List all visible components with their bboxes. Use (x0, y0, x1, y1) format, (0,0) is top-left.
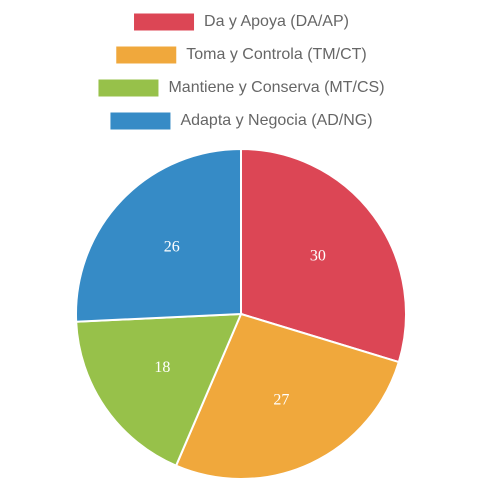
legend-label: Da y Apoya (DA/AP) (204, 13, 349, 30)
pie-slice (75, 312, 243, 468)
value-label: 26 (164, 239, 180, 256)
pie-slice (75, 147, 242, 323)
legend-label: Adapta y Negocia (AD/NG) (180, 112, 372, 129)
value-label: 18 (154, 359, 170, 376)
pie-slice (240, 147, 407, 364)
value-label: 30 (310, 248, 326, 265)
legend-label: Mantiene y Conserva (MT/CS) (168, 79, 384, 96)
legend-swatch (110, 112, 171, 130)
legend-swatch (98, 79, 159, 97)
pie-slice (174, 312, 401, 480)
legend-swatch (116, 46, 177, 64)
legend-label: Toma y Controla (TM/CT) (186, 46, 366, 63)
value-label: 27 (273, 391, 289, 408)
legend-swatch (134, 13, 195, 31)
